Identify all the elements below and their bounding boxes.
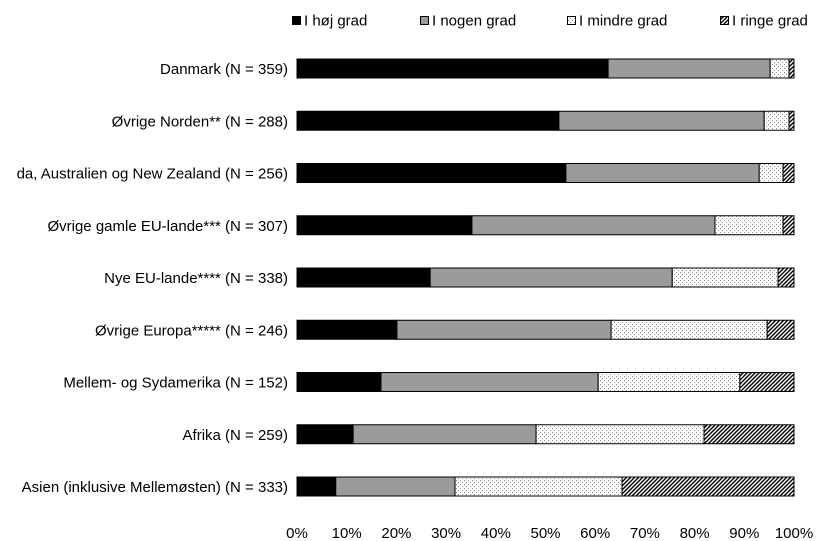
legend-swatch-i-mindre-grad (567, 16, 576, 25)
bar-i-nogen-grad-row-9 (335, 476, 456, 497)
bar-i-ringe-grad-row-7 (739, 372, 795, 392)
bar-i-ringe-grad-row-1 (788, 58, 795, 79)
legend-item-i-ringe-grad: I ringe grad (720, 13, 808, 30)
bar-i-ringe-grad-row-8 (703, 424, 795, 445)
bar-i-mindre-grad-row-1 (769, 58, 790, 79)
x-tick-label: 90% (729, 525, 759, 541)
bar-i-hoj-grad-row-9 (296, 476, 337, 497)
legend-item-i-mindre-grad: I mindre grad (567, 13, 667, 30)
category-label: da, Australien og New Zealand (N = 256) (17, 166, 288, 183)
bar-i-mindre-grad-row-6 (610, 319, 768, 340)
bar-i-nogen-grad-row-3 (565, 163, 760, 183)
x-tick-label: 60% (580, 525, 610, 541)
bar-row-8 (296, 424, 795, 445)
bar-row-7 (296, 372, 795, 392)
bar-i-nogen-grad-row-7 (380, 372, 599, 392)
bar-i-hoj-grad-row-5 (296, 267, 431, 288)
legend-swatch-i-nogen-grad (420, 16, 429, 25)
bar-i-ringe-grad-row-3 (782, 163, 795, 183)
x-tick-label: 50% (530, 525, 560, 541)
bar-i-hoj-grad-row-3 (296, 163, 567, 183)
category-label: Danmark (N = 359) (160, 61, 288, 78)
bar-row-2 (296, 110, 795, 131)
x-tick-label: 100% (775, 525, 813, 541)
bar-i-mindre-grad-row-8 (535, 424, 705, 445)
bar-i-hoj-grad-row-6 (296, 319, 398, 340)
x-tick-label: 30% (431, 525, 461, 541)
bar-i-ringe-grad-row-6 (766, 319, 795, 340)
bar-i-hoj-grad-row-8 (296, 424, 354, 445)
x-tick-label: 40% (481, 525, 511, 541)
bar-i-hoj-grad-row-2 (296, 110, 560, 131)
bar-row-1 (296, 58, 795, 79)
bar-i-ringe-grad-row-5 (777, 267, 795, 288)
bar-i-nogen-grad-row-6 (396, 319, 612, 340)
bar-i-ringe-grad-row-2 (788, 110, 795, 131)
category-label: Øvrige Europa***** (N = 246) (95, 322, 288, 339)
category-label: Asien (inklusive Mellemøsten) (N = 333) (22, 479, 288, 496)
bar-i-mindre-grad-row-2 (763, 110, 790, 131)
legend-swatch-i-ringe-grad (720, 16, 729, 25)
legend-label: I mindre grad (579, 13, 667, 30)
bar-i-nogen-grad-row-2 (558, 110, 765, 131)
bar-i-nogen-grad-row-4 (471, 215, 716, 236)
bar-row-3 (296, 163, 795, 183)
bar-row-6 (296, 319, 795, 340)
bar-row-5 (296, 267, 795, 288)
category-label: Øvrige gamle EU-lande*** (N = 307) (47, 218, 288, 235)
category-label: Afrika (N = 259) (183, 427, 288, 444)
category-label: Nye EU-lande**** (N = 338) (104, 270, 288, 287)
legend-label: I ringe grad (732, 13, 808, 30)
bar-i-mindre-grad-row-7 (597, 372, 741, 392)
legend-label: I nogen grad (432, 13, 516, 30)
legend-item-i-hoj-grad: I høj grad (292, 13, 367, 30)
category-label: Mellem- og Sydamerika (N = 152) (63, 375, 288, 392)
bar-i-mindre-grad-row-3 (758, 163, 784, 183)
x-tick-label: 70% (630, 525, 660, 541)
legend: I høj grad I nogen grad I mindre grad I rin… (292, 13, 808, 30)
x-tick-label: 10% (332, 525, 362, 541)
x-tick-label: 80% (680, 525, 710, 541)
category-label: Øvrige Norden** (N = 288) (112, 113, 288, 130)
bar-row-4 (296, 215, 795, 236)
legend-label: I høj grad (304, 13, 367, 30)
bar-i-hoj-grad-row-1 (296, 58, 609, 79)
bar-i-ringe-grad-row-9 (621, 476, 795, 497)
x-tick-label: 20% (381, 525, 411, 541)
x-axis-tick-labels: 0% 10% 20% 30% 40% 50% 60% 70% 80% 90% 100% (286, 525, 813, 541)
bar-i-nogen-grad-row-1 (607, 58, 771, 79)
bar-row-9 (296, 476, 795, 497)
category-labels: Danmark (N = 359) Øvrige Norden** (N = 28… (17, 61, 288, 496)
bar-i-nogen-grad-row-5 (429, 267, 673, 288)
bar-i-mindre-grad-row-5 (671, 267, 779, 288)
bar-i-mindre-grad-row-9 (454, 476, 623, 497)
bar-i-hoj-grad-row-4 (296, 215, 473, 236)
plot-area (296, 58, 795, 497)
bar-i-hoj-grad-row-7 (296, 372, 382, 392)
x-tick-label: 0% (286, 525, 308, 541)
bar-i-nogen-grad-row-8 (352, 424, 537, 445)
bar-i-ringe-grad-row-4 (782, 215, 795, 236)
bar-i-mindre-grad-row-4 (714, 215, 784, 236)
legend-item-i-nogen-grad: I nogen grad (420, 13, 516, 30)
legend-swatch-i-hoj-grad (292, 16, 301, 25)
